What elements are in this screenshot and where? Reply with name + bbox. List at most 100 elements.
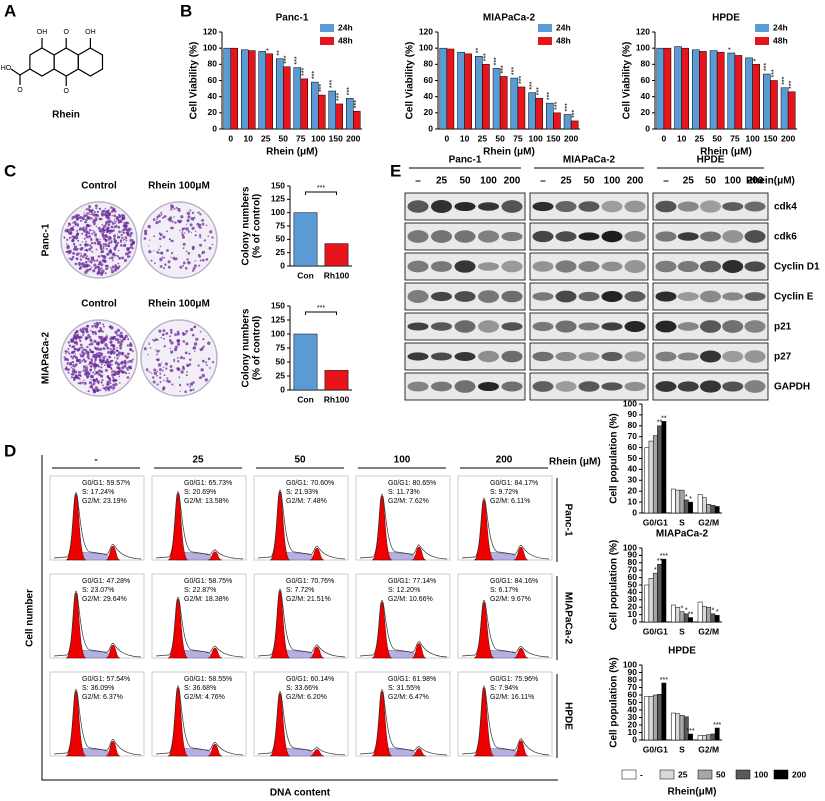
colony xyxy=(104,207,106,210)
colony xyxy=(99,230,103,233)
colony xyxy=(179,229,181,232)
band xyxy=(655,260,677,273)
y-tick-label: 100 xyxy=(271,328,285,338)
band xyxy=(431,200,452,213)
colony xyxy=(102,245,105,248)
y-tick-label: 90 xyxy=(628,667,638,677)
colony xyxy=(94,214,97,217)
colony xyxy=(112,207,116,211)
colony xyxy=(66,362,69,365)
colony xyxy=(124,258,128,262)
group-label: HPDE xyxy=(697,155,725,166)
colony xyxy=(79,371,82,374)
band xyxy=(700,380,721,393)
colony xyxy=(98,335,100,338)
colony xyxy=(101,210,104,213)
band xyxy=(624,291,646,302)
colony xyxy=(170,368,174,373)
colony xyxy=(94,266,97,270)
band xyxy=(454,201,476,212)
y-tick-label: 100 xyxy=(419,42,433,52)
g2-peak xyxy=(105,741,121,757)
colony xyxy=(201,252,204,255)
band xyxy=(744,320,766,333)
y-axis-label: Cell Viability (%) xyxy=(189,42,200,120)
band xyxy=(478,320,499,333)
y-tick-label: 30 xyxy=(628,712,638,722)
phase-stat: G0/G1: 70.60% xyxy=(286,480,334,487)
colony xyxy=(105,248,108,250)
colony xyxy=(85,226,87,229)
colony xyxy=(124,236,128,239)
bar xyxy=(702,606,707,623)
band xyxy=(454,230,476,243)
colony xyxy=(180,370,184,374)
y-tick-label: 50 xyxy=(628,453,638,463)
phase-stat: G0/G1: 84.17% xyxy=(490,480,538,487)
colony xyxy=(199,330,202,333)
colony xyxy=(155,358,157,360)
colony xyxy=(73,220,77,224)
colony xyxy=(94,386,98,390)
colony xyxy=(84,218,87,221)
colony xyxy=(63,356,66,359)
colony xyxy=(163,379,165,382)
colony xyxy=(128,372,130,374)
bar xyxy=(752,64,760,130)
colony xyxy=(122,337,125,341)
y-tick-label: 0 xyxy=(632,616,637,626)
x-tick-label: G0/G1 xyxy=(643,744,668,754)
colony xyxy=(112,379,115,382)
colony xyxy=(159,257,163,262)
colony xyxy=(85,330,89,334)
colony xyxy=(118,213,121,217)
colony xyxy=(179,390,181,392)
g2-peak xyxy=(105,545,121,561)
colony xyxy=(100,363,103,366)
colony xyxy=(88,213,90,215)
colony xyxy=(78,229,81,231)
legend-swatch xyxy=(538,24,552,32)
bar xyxy=(652,694,658,741)
colony xyxy=(90,256,95,261)
colony xyxy=(205,258,209,261)
colony xyxy=(167,265,171,269)
significance-label: ** xyxy=(661,415,667,422)
colony xyxy=(70,363,73,366)
colony xyxy=(91,325,94,328)
colony xyxy=(199,236,202,239)
colony xyxy=(79,335,83,339)
colony xyxy=(107,350,110,354)
phase-stat: G2/M: 29.64% xyxy=(82,596,127,603)
colony xyxy=(168,339,172,342)
histogram-outline xyxy=(53,590,142,658)
colony xyxy=(181,232,183,234)
bar xyxy=(311,81,319,130)
colony xyxy=(114,210,117,213)
colony xyxy=(105,221,108,225)
colony xyxy=(112,383,115,387)
band xyxy=(655,200,677,213)
colony xyxy=(87,390,90,392)
colony xyxy=(127,361,130,364)
colony xyxy=(93,222,96,226)
colony xyxy=(68,237,71,239)
colony xyxy=(96,352,98,355)
colony xyxy=(94,360,96,363)
colony xyxy=(116,334,119,337)
x-tick-label: 150 xyxy=(329,133,343,143)
g2-peak xyxy=(411,643,427,659)
colony xyxy=(169,347,171,350)
y-tick-label: 90 xyxy=(628,409,638,419)
band xyxy=(454,380,476,393)
bar xyxy=(293,67,301,130)
colony xyxy=(163,366,165,368)
bar xyxy=(510,77,519,130)
colony xyxy=(108,381,112,384)
colony xyxy=(90,378,92,381)
colony xyxy=(115,220,118,222)
phase-stat: S: 20.69% xyxy=(184,489,216,496)
colony xyxy=(113,238,116,241)
y-tick-label: 40 xyxy=(641,91,651,101)
row-label: Panc-1 xyxy=(41,223,52,256)
